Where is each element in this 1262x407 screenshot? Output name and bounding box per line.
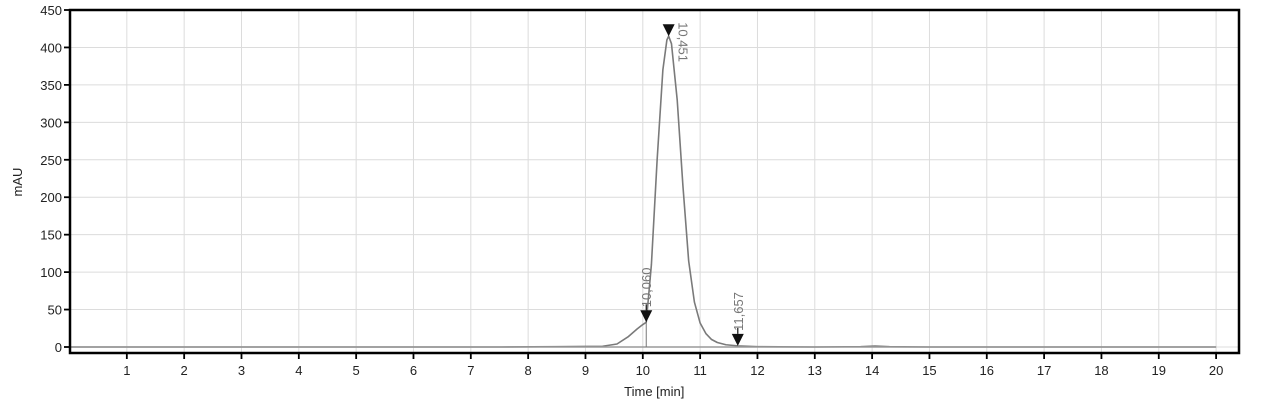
y-tick-label: 300 (40, 115, 62, 130)
plot-frame (68, 8, 1241, 355)
y-tick-label: 400 (40, 40, 62, 55)
x-tick-label: 16 (980, 363, 994, 378)
x-tick-label: 19 (1152, 363, 1166, 378)
x-tick-label: 8 (525, 363, 532, 378)
peak-label: 10,060 (639, 268, 654, 308)
y-tick-label: 150 (40, 228, 62, 243)
x-tick-label: 17 (1037, 363, 1051, 378)
x-tick-label: 18 (1094, 363, 1108, 378)
y-tick-label: 100 (40, 265, 62, 280)
x-tick-label: 12 (750, 363, 764, 378)
x-tick-label: 9 (582, 363, 589, 378)
y-tick-label: 450 (40, 3, 62, 18)
x-tick-label: 4 (295, 363, 302, 378)
y-tick-label: 0 (55, 340, 62, 355)
peak-marker-11-657: 11,657 (731, 292, 746, 346)
x-axis-ticks: 1 2 3 4 5 6 7 8 9 10 11 12 13 14 15 16 17 18 19 20 (123, 353, 1223, 378)
peak-marker-10-060: 10,060 (639, 268, 654, 323)
down-triangle-icon (640, 310, 653, 323)
x-tick-label: 6 (410, 363, 417, 378)
peak-label: 11,657 (731, 292, 746, 331)
y-axis-ticks: 0 50 100 150 200 250 300 350 400 450 (40, 3, 70, 355)
x-tick-label: 10 (636, 363, 650, 378)
x-tick-label: 3 (238, 363, 245, 378)
x-tick-label: 5 (353, 363, 360, 378)
y-axis-title: mAU (10, 168, 25, 197)
down-triangle-icon (662, 24, 675, 37)
x-tick-label: 15 (922, 363, 936, 378)
x-tick-label: 13 (808, 363, 822, 378)
x-tick-label: 1 (123, 363, 130, 378)
x-tick-label: 20 (1209, 363, 1223, 378)
grid-lines (70, 9, 1239, 353)
peak-marker-10-451: 10,451 (662, 22, 691, 62)
y-tick-label: 50 (48, 303, 62, 318)
x-axis-title: Time [min] (624, 384, 684, 399)
peak-markers: 10,060 10,451 11,657 (639, 22, 746, 346)
chromatogram-trace (69, 35, 1217, 348)
y-tick-label: 250 (40, 153, 62, 168)
x-tick-label: 11 (693, 363, 707, 378)
x-tick-label: 7 (467, 363, 474, 378)
down-triangle-icon (731, 333, 744, 346)
y-tick-label: 350 (40, 78, 62, 93)
x-tick-label: 2 (181, 363, 188, 378)
x-tick-label: 14 (865, 363, 879, 378)
y-tick-label: 200 (40, 190, 62, 205)
peak-label: 10,451 (676, 22, 691, 62)
